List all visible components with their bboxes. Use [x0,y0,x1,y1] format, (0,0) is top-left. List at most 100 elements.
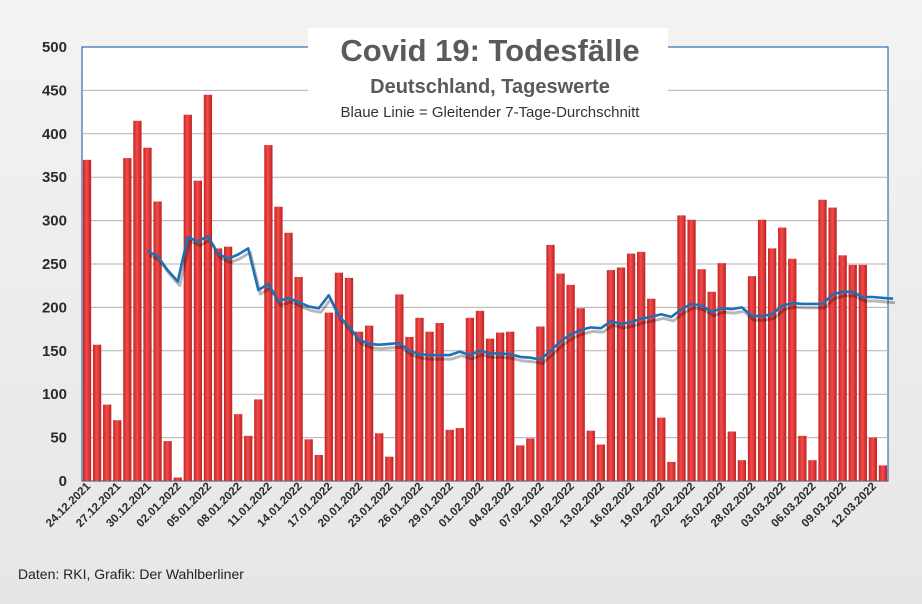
bar [556,273,565,481]
bar [657,417,666,481]
bar [395,294,404,481]
bar [667,461,676,481]
bar [415,317,424,481]
bar [284,232,293,481]
bar [435,323,444,481]
bar [596,444,605,481]
bar [828,207,837,481]
bar [344,277,354,481]
bar [244,435,253,481]
chart-title: Covid 19: Todesfälle [340,33,639,68]
bar [385,456,394,481]
bar [626,253,636,481]
y-axis-ticks: 0 50 100 150 200 250 300 350 400 450 500 [42,39,67,490]
bar [92,344,102,481]
bar [566,284,575,481]
bar [183,114,192,481]
bar [495,332,505,481]
bar [808,460,817,481]
bar [465,317,475,481]
bar [153,201,162,481]
title-box [308,28,668,128]
bar [425,331,434,481]
bar [546,244,555,481]
y-tick-label: 300 [42,213,67,230]
bar [314,454,323,481]
bar [203,94,213,482]
bar [485,338,495,481]
bar [647,298,656,481]
y-tick-label: 500 [42,39,67,56]
bar [697,269,706,481]
bar [516,445,525,481]
bar-series [82,94,888,482]
y-tick-label: 200 [42,299,67,316]
bar [254,399,263,481]
y-tick-label: 250 [42,256,67,273]
bar [223,246,233,481]
y-tick-label: 100 [42,386,67,403]
bar [536,326,545,481]
bar [324,312,333,481]
bar [838,255,847,481]
chart-note: Blaue Linie = Gleitender 7-Tage-Durchsch… [341,104,641,121]
y-tick-label: 50 [50,430,67,447]
bar [354,331,364,481]
bar [123,158,132,481]
bar [526,438,535,481]
bar [757,219,767,481]
bar [475,310,485,481]
y-tick-label: 350 [42,169,67,186]
bar [133,120,142,481]
y-tick-label: 450 [42,82,67,99]
y-tick-label: 150 [42,343,67,360]
bar [727,431,736,481]
bar [506,331,515,481]
bar [234,414,243,481]
bar [717,263,726,481]
bar [304,439,313,481]
bar [405,336,414,481]
bar [818,199,827,481]
bar [798,435,807,481]
bar [264,145,273,482]
bar [868,437,878,481]
bar [848,264,857,481]
bar [586,430,595,481]
bar [113,420,122,481]
bar [213,248,223,481]
bar [747,276,757,481]
bar [103,404,112,481]
bar [334,272,344,481]
x-axis-ticks: 24.12.202127.12.202130.12.202102.01.2022… [44,480,879,530]
bar [616,267,626,481]
bar [163,441,172,481]
bar [788,258,797,481]
bar [737,460,747,481]
bar [858,264,867,481]
bar [274,206,283,481]
source-caption: Daten: RKI, Grafik: Der Wahlberliner [18,566,244,582]
bar [375,433,384,481]
bar [455,428,464,481]
bar [707,291,716,481]
bar [878,465,888,481]
bar [294,277,303,481]
bar [768,248,777,481]
bar [193,180,202,481]
bar [637,251,646,481]
bar [445,429,454,481]
y-tick-label: 0 [59,473,67,490]
bar [82,159,92,481]
bar [677,215,686,481]
bar [687,219,696,481]
moving-average-line [146,234,894,361]
bar [606,270,616,481]
moving-average-series [146,234,896,365]
bar [365,325,374,481]
bar [576,308,585,481]
bar [173,477,182,481]
bar [778,227,787,481]
